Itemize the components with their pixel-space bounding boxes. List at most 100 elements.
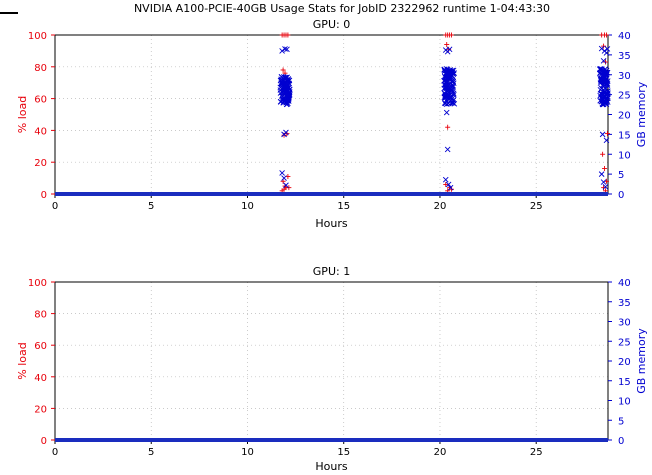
- x-tick-label: 15: [337, 201, 350, 212]
- memory-point: [599, 131, 606, 138]
- load-point: [445, 124, 451, 130]
- y-left-tick-label: 0: [41, 190, 47, 201]
- memory-point: [602, 184, 609, 190]
- memory-point: [283, 99, 289, 106]
- y-right-tick-label: 5: [618, 416, 624, 427]
- memory-point: [603, 137, 610, 144]
- panel-subtitle: GPU: 1: [313, 265, 350, 278]
- y-left-axis-label: % load: [16, 342, 29, 379]
- memory-point: [278, 73, 285, 80]
- x-tick-label: 20: [434, 201, 447, 212]
- x-axis-label: Hours: [315, 217, 347, 230]
- memory-point: [597, 97, 604, 104]
- y-left-tick-label: 40: [34, 373, 47, 384]
- y-left-tick-label: 80: [34, 63, 47, 74]
- memory-point: [446, 81, 452, 87]
- memory-point: [281, 175, 287, 181]
- memory-point: [283, 101, 290, 108]
- y-right-tick-label: 0: [618, 436, 624, 447]
- y-right-tick-label: 25: [618, 337, 631, 348]
- load-point: [280, 67, 286, 73]
- x-tick-label: 5: [148, 201, 154, 212]
- x-tick-label: 0: [52, 201, 58, 212]
- corner-mark: [0, 12, 18, 14]
- y-right-tick-label: 5: [618, 170, 624, 181]
- y-right-tick-label: 30: [618, 71, 631, 82]
- memory-point: [283, 129, 289, 136]
- load-point: [602, 59, 608, 65]
- memory-point: [450, 89, 456, 95]
- x-axis-label: Hours: [315, 460, 347, 473]
- memory-point: [604, 46, 611, 52]
- y-left-tick-label: 100: [28, 278, 47, 289]
- memory-point: [600, 58, 607, 64]
- x-tick-label: 10: [241, 447, 254, 458]
- y-left-tick-label: 60: [34, 341, 47, 352]
- memory-point: [444, 101, 450, 108]
- load-point: [281, 132, 287, 138]
- load-point: [285, 32, 291, 38]
- memory-point: [277, 90, 284, 96]
- x-tick-label: 25: [530, 447, 543, 458]
- y-right-tick-label: 25: [618, 91, 631, 102]
- memory-point: [600, 179, 607, 185]
- memory-point: [284, 46, 290, 53]
- memory-point: [278, 79, 285, 85]
- y-left-tick-label: 40: [34, 126, 47, 137]
- y-left-tick-label: 0: [41, 436, 47, 447]
- memory-point: [449, 87, 455, 94]
- gpu-1-panel: GPU: 1 0 5 10 15 20 25 0 20 40 60 80 100 0 5 10 15 20 25 30…: [16, 265, 648, 473]
- y-right-tick-label: 10: [618, 150, 631, 161]
- y-right-tick-label: 10: [618, 397, 631, 408]
- memory-point: [445, 181, 452, 188]
- memory-point: [282, 46, 288, 52]
- memory-point: [604, 69, 611, 76]
- load-point: [444, 42, 450, 48]
- x-tick-label: 15: [337, 447, 350, 458]
- memory-point: [448, 74, 455, 80]
- y-left-tick-label: 20: [34, 404, 47, 415]
- load-point: [602, 166, 608, 172]
- y-right-axis-label: GB memory: [635, 81, 648, 147]
- figure-title: NVIDIA A100-PCIE-40GB Usage Stats for Jo…: [134, 2, 550, 15]
- memory-point: [451, 101, 458, 107]
- memory-point: [284, 96, 291, 103]
- load-point: [286, 185, 292, 191]
- load-point: [604, 131, 610, 137]
- memory-point: [444, 146, 451, 153]
- y-right-tick-label: 40: [618, 278, 631, 289]
- load-point: [443, 181, 449, 187]
- memory-point: [447, 184, 454, 191]
- memory-point: [450, 71, 457, 78]
- x-tick-label: 0: [52, 447, 58, 458]
- memory-point: [450, 80, 457, 86]
- memory-point: [448, 94, 455, 101]
- memory-point: [282, 85, 289, 91]
- memory-point: [446, 46, 453, 53]
- y-right-tick-label: 35: [618, 51, 631, 62]
- memory-point: [441, 85, 447, 92]
- memory-point: [281, 95, 287, 101]
- memory-point: [599, 100, 606, 107]
- memory-point: [604, 78, 611, 84]
- memory-point: [605, 90, 611, 96]
- memory-point: [450, 78, 456, 85]
- y-left-tick-label: 80: [34, 310, 47, 321]
- memory-point: [602, 93, 609, 100]
- x-tick-label: 25: [530, 201, 543, 212]
- y-right-tick-label: 30: [618, 318, 631, 329]
- y-right-tick-label: 20: [618, 111, 631, 122]
- memory-point: [598, 171, 605, 177]
- memory-point: [279, 81, 285, 87]
- y-left-tick-label: 20: [34, 158, 47, 169]
- gpu-0-panel: GPU: 0 0 5 10 15 20 25 0 20 40 60 80 100 0 5 10 15 20 25 30…: [16, 18, 648, 230]
- load-point: [603, 32, 609, 38]
- x-tick-label: 20: [434, 447, 447, 458]
- y-right-tick-label: 20: [618, 357, 631, 368]
- memory-point: [597, 66, 603, 72]
- memory-point: [444, 87, 451, 93]
- y-left-tick-label: 60: [34, 95, 47, 106]
- load-point: [449, 32, 455, 38]
- memory-point: [449, 69, 456, 76]
